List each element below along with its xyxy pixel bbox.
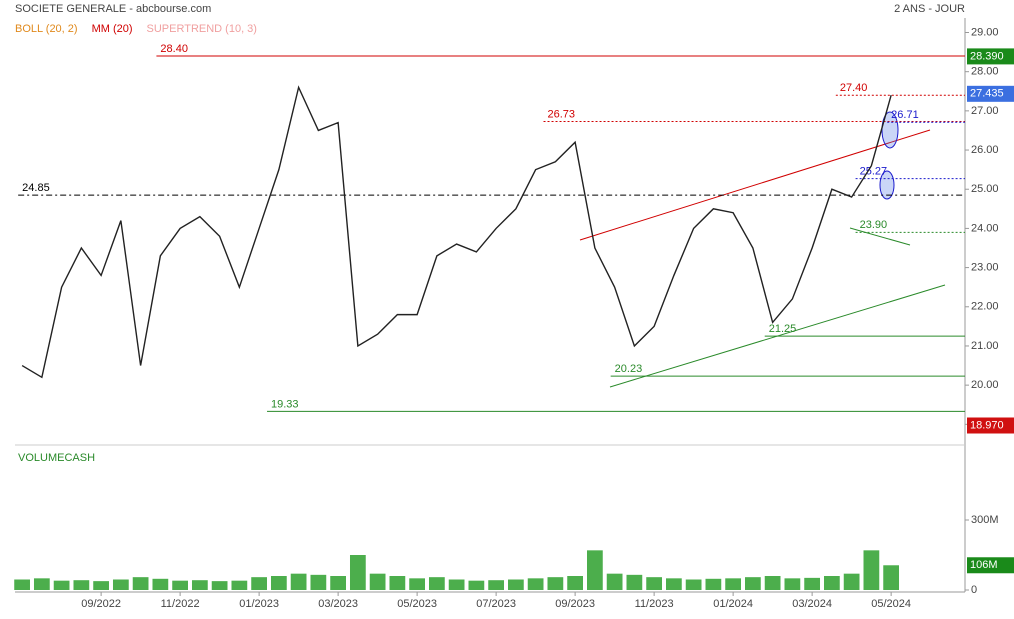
volume-bar: [270, 576, 287, 590]
x-tick-label: 01/2024: [713, 598, 753, 610]
chart-title: SOCIETE GENERALE - abcbourse.com: [15, 3, 211, 15]
x-tick-label: 03/2024: [792, 598, 832, 610]
price-badge: [967, 85, 1014, 102]
volume-bar: [883, 565, 900, 590]
level-label: 23.90: [860, 219, 888, 231]
y-tick-label: 0: [971, 584, 977, 596]
volume-bar: [428, 577, 445, 590]
volume-bar: [389, 576, 406, 590]
volume-bar: [468, 580, 485, 590]
volume-bar: [764, 576, 781, 590]
volume-bar: [626, 574, 643, 590]
price-badge: [967, 417, 1014, 434]
volume-bar: [53, 580, 70, 590]
y-tick-label: 21.00: [971, 340, 999, 352]
volume-bar: [172, 580, 188, 590]
volume-bar: [290, 573, 307, 590]
volume-bar: [824, 576, 840, 590]
y-tick-label: 23.00: [971, 262, 999, 274]
level-label: 26.71: [891, 109, 919, 121]
period: 2 ANS - JOUR: [894, 3, 965, 15]
legend-entry: BOLL (20, 2): [15, 23, 78, 35]
badge-label: 28.390: [970, 50, 1004, 62]
badge-label: 27.435: [970, 88, 1004, 100]
volume-bar: [310, 574, 327, 590]
volume-bar: [251, 577, 267, 590]
volume-bar: [587, 550, 603, 590]
y-tick-label: 20.00: [971, 379, 999, 391]
marker: [879, 170, 895, 200]
volume-bar: [330, 576, 346, 590]
legend-entry: MM (20): [92, 23, 133, 35]
volume-bar: [93, 581, 109, 590]
legend-entry: SUPERTREND (10, 3): [147, 23, 257, 35]
volume-bar: [606, 573, 623, 590]
volume-bar: [33, 578, 50, 590]
badge-label: 18.970: [970, 419, 1004, 431]
volume-bar: [73, 580, 90, 590]
level-label: 19.33: [271, 398, 299, 410]
y-tick-label: 24.00: [971, 222, 999, 234]
volume-bar: [448, 579, 465, 590]
level-label: 21.25: [769, 323, 797, 335]
x-tick-label: 03/2023: [318, 598, 358, 610]
level-label: 20.23: [615, 363, 643, 375]
volume-bar: [527, 578, 544, 590]
x-tick-label: 05/2023: [397, 598, 437, 610]
volume-bar: [745, 577, 761, 590]
volume-bar: [725, 578, 742, 590]
volume-bar: [705, 578, 722, 590]
level-label: 28.40: [160, 43, 188, 55]
volume-bar: [567, 576, 583, 590]
x-tick-label: 09/2023: [555, 598, 595, 610]
volume-bar: [863, 550, 880, 590]
volume-bar: [231, 580, 248, 590]
y-tick-label: 29.00: [971, 26, 999, 38]
volume-bar: [547, 577, 564, 590]
volume-bar: [507, 579, 524, 590]
y-tick-label: 25.00: [971, 183, 999, 195]
y-tick-label: 300M: [971, 514, 999, 526]
level-label: 25.27: [860, 166, 888, 178]
x-tick-label: 11/2023: [635, 598, 674, 610]
volume-bar: [666, 578, 682, 590]
volume-bar: [409, 578, 425, 590]
x-tick-label: 09/2022: [81, 598, 121, 610]
volume-bar: [112, 579, 129, 590]
x-tick-label: 01/2023: [239, 598, 279, 610]
badge-label: 106M: [970, 559, 998, 571]
volume-bar: [804, 577, 821, 590]
x-tick-label: 11/2022: [161, 598, 200, 610]
x-tick-label: 07/2023: [476, 598, 516, 610]
level-label: 27.40: [840, 82, 868, 94]
price-badge: [967, 557, 1014, 574]
volume-bar: [685, 579, 702, 590]
trendline: [579, 129, 931, 241]
y-tick-label: 28.00: [971, 66, 999, 78]
level-label: 26.73: [548, 108, 576, 120]
level-label: 24.85: [22, 182, 50, 194]
volume-bar: [152, 578, 169, 590]
volume-bar: [488, 580, 504, 590]
volume-title: VOLUMECASH: [18, 452, 95, 464]
volume-bar: [646, 577, 663, 590]
volume-bar: [843, 573, 860, 590]
y-tick-label: 22.00: [971, 301, 999, 313]
volume-bar: [132, 577, 149, 590]
volume-bar: [14, 579, 30, 590]
volume-bar: [784, 578, 801, 590]
price-line: [21, 85, 892, 379]
x-tick-label: 05/2024: [871, 598, 911, 610]
volume-bar: [191, 580, 208, 590]
volume-bar: [211, 581, 228, 590]
y-tick-label: 27.00: [971, 105, 999, 117]
y-tick-label: 26.00: [971, 144, 999, 156]
volume-bar: [349, 555, 366, 590]
volume-bar: [369, 573, 386, 590]
price-badge: [967, 48, 1014, 65]
trendline: [849, 227, 911, 246]
